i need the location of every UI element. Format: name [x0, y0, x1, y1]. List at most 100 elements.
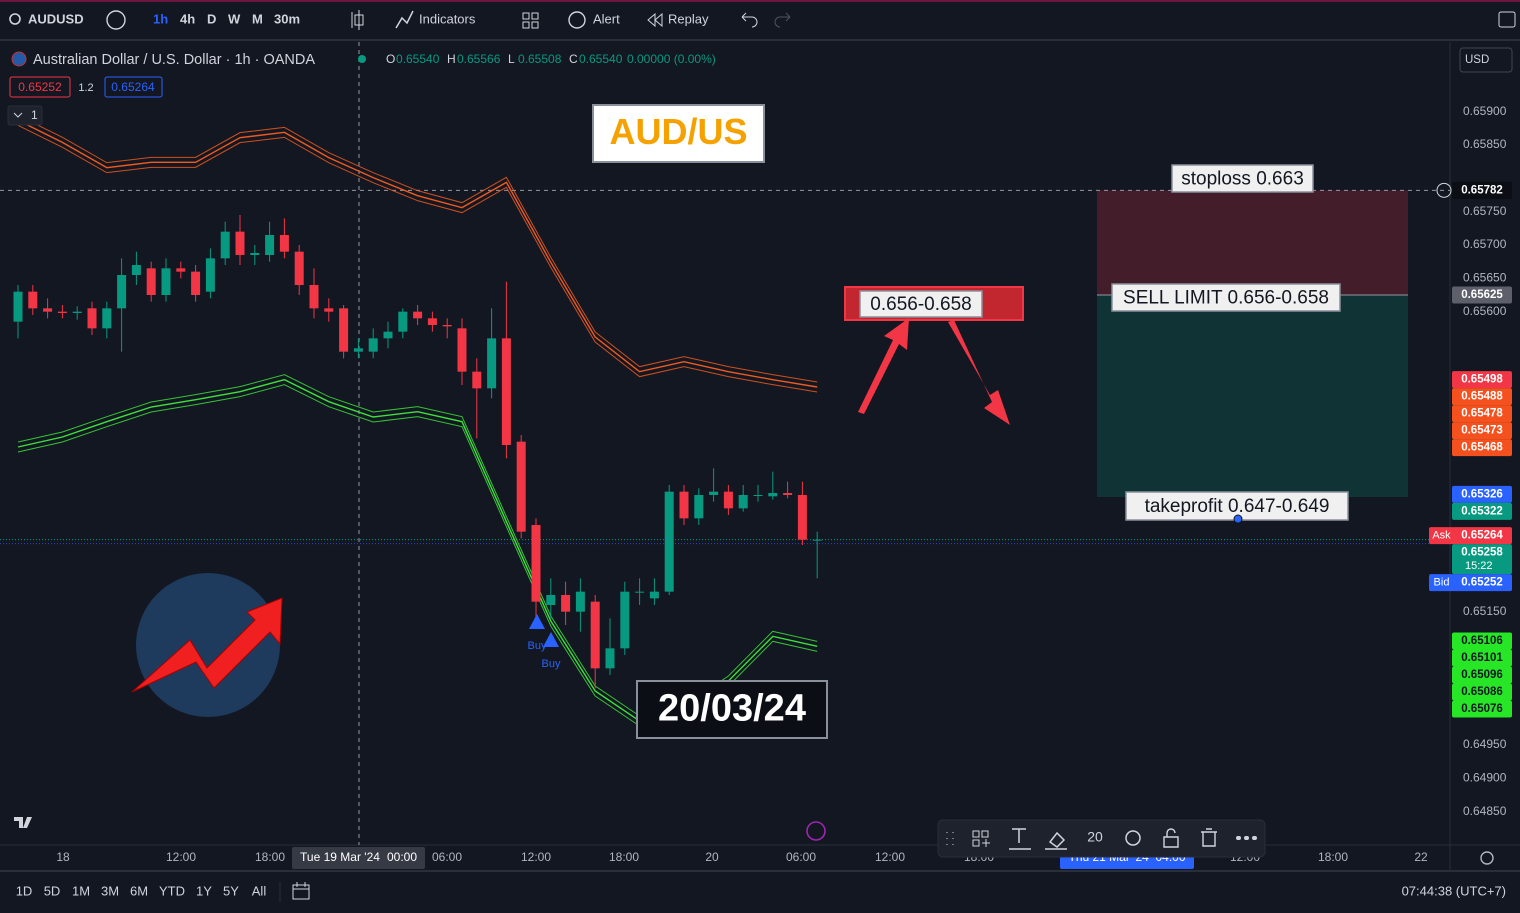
replay-button[interactable]: Replay [668, 11, 709, 26]
x-tick-label: 20 [705, 850, 719, 864]
range-button[interactable]: 6M [130, 883, 148, 898]
interval[interactable]: D [207, 11, 216, 26]
range-button[interactable]: 5D [44, 883, 61, 898]
candle-body [294, 251, 304, 285]
price-badge-label: 0.65252 [1461, 577, 1503, 589]
sell-box[interactable] [9, 76, 71, 98]
candle-body [546, 595, 556, 605]
interval[interactable]: 30m [274, 11, 300, 26]
candle-body [191, 271, 201, 295]
fullscreen-button[interactable] [1498, 11, 1516, 28]
y-tick-label: 0.65650 [1463, 271, 1507, 285]
drag-handle [946, 832, 954, 845]
price-badge [1452, 371, 1512, 389]
candle-body [812, 539, 822, 541]
candle-body [649, 591, 659, 599]
redo-icon[interactable] [774, 12, 791, 28]
currency-box[interactable] [1459, 47, 1513, 73]
candle-body [43, 308, 53, 312]
range-button[interactable]: All [252, 883, 267, 898]
candle-body [575, 591, 585, 612]
interval[interactable]: 4h [180, 11, 195, 26]
price-badge [1452, 485, 1512, 503]
range-button[interactable]: 1Y [196, 883, 212, 898]
range-button[interactable]: YTD [159, 883, 185, 898]
replay-icon[interactable] [647, 12, 663, 28]
template-icon[interactable] [972, 830, 990, 847]
legend-value: 0.65540 [579, 52, 623, 66]
settings-icon[interactable] [1480, 851, 1494, 865]
candle-body [161, 268, 171, 295]
goto-date-icon[interactable] [292, 882, 310, 900]
stoploss-label: stoploss 0.663 [1181, 169, 1304, 190]
buy-box[interactable] [104, 76, 163, 98]
buy-signal [543, 632, 559, 647]
price-badge-tag [1429, 574, 1454, 592]
range-button[interactable]: 1M [72, 883, 90, 898]
interval[interactable]: 1h [153, 11, 168, 26]
text-color-icon[interactable] [1009, 828, 1031, 850]
indicators-button[interactable]: Indicators [419, 11, 476, 26]
range-button[interactable]: 1D [16, 883, 33, 898]
x-tick-label: 12:00 [875, 850, 905, 864]
buy-price[interactable]: 0.65264 [111, 80, 155, 94]
candle-body [501, 338, 511, 445]
candle-body [117, 275, 127, 309]
delete-icon[interactable] [1201, 828, 1217, 847]
price-badge-label: 0.65498 [1461, 374, 1503, 386]
candle-body [487, 338, 497, 389]
candle-body [146, 268, 156, 295]
lightning-icon[interactable] [806, 821, 826, 841]
interval[interactable]: M [252, 11, 263, 26]
x-tick-label: Tue 19 Mar '24 [300, 850, 380, 864]
candle-body [694, 495, 704, 519]
range-button[interactable]: 3M [101, 883, 119, 898]
x-tick-label: 18:00 [609, 850, 639, 864]
arrow-up [858, 318, 909, 414]
candle-body [709, 491, 719, 495]
top-toolbar [0, 0, 1520, 40]
fill-icon[interactable] [1045, 831, 1067, 850]
pair-label-box [592, 104, 765, 163]
sell-price[interactable]: 0.65252 [18, 80, 62, 94]
upper-band-line [17, 114, 818, 383]
arrow-down [948, 320, 1010, 425]
candle-body [279, 235, 289, 252]
upper-band-line [17, 124, 818, 393]
buy-signal [529, 614, 545, 629]
chart-type-icon[interactable] [351, 10, 364, 30]
layout-icon[interactable] [522, 12, 539, 29]
layers-box[interactable] [7, 105, 43, 126]
undo-icon[interactable] [741, 12, 758, 28]
range-button[interactable]: 5Y [223, 883, 239, 898]
tv-logo [14, 817, 32, 828]
candle-body [368, 338, 378, 352]
clock[interactable]: 07:44:38 (UTC+7) [1402, 883, 1506, 898]
y-tick-label: 0.64900 [1463, 771, 1507, 785]
search-icon[interactable] [9, 13, 21, 25]
alert-button[interactable]: Alert [593, 11, 620, 26]
candle-body [531, 525, 541, 602]
price-badge-label: 0.65322 [1461, 505, 1503, 517]
interval[interactable]: W [228, 11, 241, 26]
settings-tool[interactable] [1125, 830, 1141, 846]
legend-title: Australian Dollar / U.S. Dollar · 1h · O… [33, 52, 315, 68]
candle-body [87, 308, 97, 329]
currency[interactable]: USD [1465, 54, 1489, 66]
candle-body [664, 491, 674, 592]
alert-icon[interactable] [568, 11, 586, 29]
takeprofit-label: takeprofit 0.647-0.649 [1145, 496, 1330, 517]
price-badge-tag-label: Bid [1434, 577, 1450, 589]
legend-value: 0.65508 [518, 52, 562, 66]
x-tick-label: 18:00 [1318, 850, 1348, 864]
add-symbol[interactable] [106, 10, 126, 30]
logo-circle [136, 573, 280, 717]
crosshair-add[interactable] [1436, 182, 1452, 198]
price-badge-label: 0.65076 [1461, 703, 1503, 715]
lock-icon[interactable] [1163, 828, 1179, 848]
candle-body [442, 325, 452, 327]
symbol[interactable]: AUDUSD [28, 11, 84, 26]
indicators-icon[interactable] [395, 10, 414, 29]
font-size[interactable]: 20 [1087, 829, 1103, 845]
price-badge [1452, 683, 1512, 701]
